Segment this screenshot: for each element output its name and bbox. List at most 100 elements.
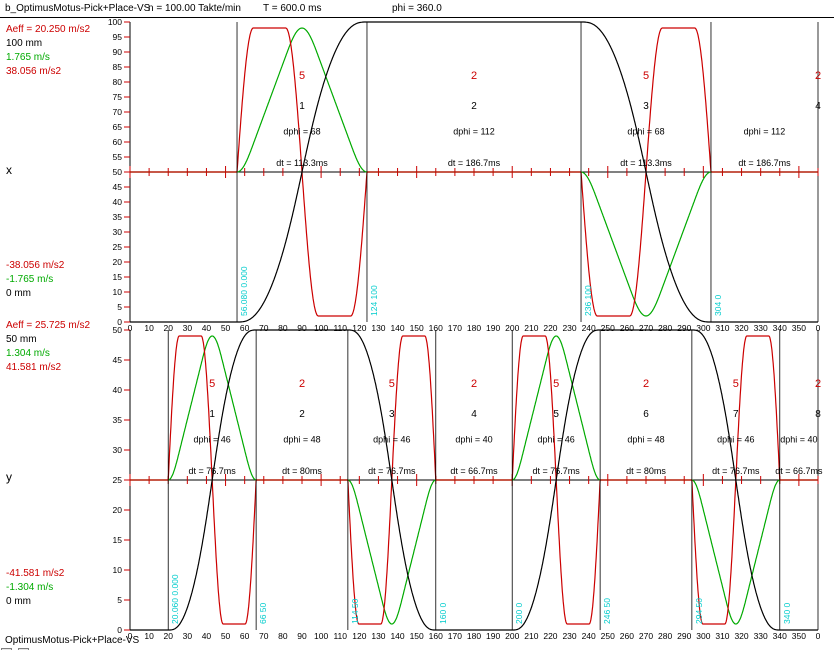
y-tick-label: 95 bbox=[113, 32, 123, 42]
y-tick-label: 40 bbox=[113, 385, 123, 395]
y-tick-label: 10 bbox=[113, 565, 123, 575]
x-tick-label: 280 bbox=[658, 631, 672, 641]
segment-sequence-number: 5 bbox=[553, 409, 559, 420]
segment-type-number: 2 bbox=[643, 378, 649, 390]
segment-type-number: 5 bbox=[389, 378, 395, 390]
segment-sequence-number: 7 bbox=[733, 409, 739, 420]
x-tick-label: 270 bbox=[639, 631, 653, 641]
y-tick-label: 50 bbox=[113, 325, 123, 335]
stat-line: -1.765 m/s bbox=[6, 274, 54, 285]
y-tick-label: 45 bbox=[113, 355, 123, 365]
x-tick-label: 150 bbox=[410, 323, 424, 333]
segment-dt-label: dt = 76.7ms bbox=[712, 466, 760, 476]
x-tick-label: 190 bbox=[486, 323, 500, 333]
x-tick-label: 240 bbox=[582, 323, 596, 333]
phi-marker-label: 246 50 bbox=[602, 598, 612, 624]
stat-line: -1.304 m/s bbox=[6, 582, 54, 593]
x-tick-label: 260 bbox=[620, 631, 634, 641]
segment-type-number: 2 bbox=[471, 378, 477, 390]
x-tick-label: 90 bbox=[297, 323, 307, 333]
segment-sequence-number: 3 bbox=[643, 101, 649, 112]
x-tick-label: 220 bbox=[543, 631, 557, 641]
x-tick-label: 210 bbox=[524, 323, 538, 333]
x-tick-label: 10 bbox=[144, 631, 154, 641]
x-tick-label: 70 bbox=[259, 631, 269, 641]
segment-dphi-label: dphi = 48 bbox=[283, 435, 320, 445]
y-tick-label: 85 bbox=[113, 62, 123, 72]
segment-type-number: 2 bbox=[815, 70, 821, 82]
phi-marker-label: 200 0 bbox=[514, 602, 524, 624]
segment-dphi-label: dphi = 40 bbox=[455, 435, 492, 445]
segment-dphi-label: dphi = 68 bbox=[627, 127, 664, 137]
x-tick-label: 100 bbox=[314, 631, 328, 641]
segment-type-number: 2 bbox=[815, 378, 821, 390]
phi-range-label: phi = 360.0 bbox=[392, 3, 442, 14]
phi-marker-label: 20.060 0.000 bbox=[170, 574, 180, 624]
segment-sequence-number: 1 bbox=[209, 409, 215, 420]
scrollbar-right-button[interactable] bbox=[18, 648, 30, 650]
phi-marker-label: 340 0 bbox=[782, 602, 792, 624]
x-tick-label: 260 bbox=[620, 323, 634, 333]
x-tick-label: 80 bbox=[278, 631, 288, 641]
x-tick-label: 30 bbox=[183, 631, 193, 641]
x-tick-label: 100 bbox=[314, 323, 328, 333]
segment-type-number: 5 bbox=[299, 70, 305, 82]
x-tick-label: 320 bbox=[734, 323, 748, 333]
x-tick-label: 120 bbox=[352, 631, 366, 641]
stat-line: -38.056 m/s2 bbox=[6, 260, 65, 271]
segment-sequence-number: 1 bbox=[299, 101, 305, 112]
y-tick-label: 30 bbox=[113, 227, 123, 237]
x-tick-label: 320 bbox=[734, 631, 748, 641]
x-tick-label: 330 bbox=[754, 631, 768, 641]
x-tick-label: 340 bbox=[773, 323, 787, 333]
y-tick-label: 5 bbox=[117, 595, 122, 605]
y-tick-label: 65 bbox=[113, 122, 123, 132]
phi-marker-label: 236 100 bbox=[583, 285, 593, 316]
phi-marker-label: 56.080 0.000 bbox=[239, 266, 249, 316]
x-tick-label: 110 bbox=[333, 323, 347, 333]
y-tick-label: 90 bbox=[113, 47, 123, 57]
x-tick-label: 30 bbox=[183, 323, 193, 333]
x-tick-label: 160 bbox=[429, 323, 443, 333]
segment-dt-label: dt = 76.7ms bbox=[533, 466, 581, 476]
y-tick-label: 0 bbox=[117, 625, 122, 635]
stats-bottom-y: -41.581 m/s2 -1.304 m/s 0 mm bbox=[6, 567, 64, 609]
stats-bottom-x: -38.056 m/s2 -1.765 m/s 0 mm bbox=[6, 259, 64, 301]
y-tick-label: 30 bbox=[113, 445, 123, 455]
x-tick-label: 140 bbox=[390, 631, 404, 641]
x-tick-label: 210 bbox=[524, 631, 538, 641]
segment-sequence-number: 4 bbox=[815, 101, 821, 112]
segment-dphi-label: dphi = 68 bbox=[283, 127, 320, 137]
segment-dphi-label: dphi = 46 bbox=[373, 435, 410, 445]
cycle-rate-label: n = 100.00 Takte/min bbox=[148, 3, 241, 14]
document-title: b_OptimusMotus-Pick+Place-VS bbox=[5, 3, 151, 14]
x-tick-label: 50 bbox=[221, 631, 231, 641]
segment-dphi-label: dphi = 46 bbox=[717, 435, 754, 445]
x-tick-label: 0 bbox=[816, 631, 821, 641]
y-tick-label: 25 bbox=[113, 242, 123, 252]
y-tick-label: 80 bbox=[113, 77, 123, 87]
footer-title: OptimusMotus-Pick+Place-VS bbox=[5, 635, 140, 646]
segment-dphi-label: dphi = 112 bbox=[744, 127, 786, 137]
segment-type-number: 2 bbox=[299, 378, 305, 390]
segment-dphi-label: dphi = 48 bbox=[627, 435, 664, 445]
x-tick-label: 290 bbox=[677, 323, 691, 333]
y-tick-label: 50 bbox=[113, 167, 123, 177]
segment-dt-label: dt = 186.7ms bbox=[738, 158, 791, 168]
scrollbar-left-button[interactable] bbox=[1, 648, 12, 650]
phi-marker-label: 304 0 bbox=[713, 294, 723, 316]
segment-type-number: 5 bbox=[209, 378, 215, 390]
segment-dphi-label: dphi = 46 bbox=[194, 435, 231, 445]
y-tick-label: 20 bbox=[113, 257, 123, 267]
x-tick-label: 50 bbox=[221, 323, 231, 333]
position-curve bbox=[130, 329, 818, 631]
segment-type-number: 5 bbox=[733, 378, 739, 390]
y-tick-label: 15 bbox=[113, 272, 123, 282]
segment-type-number: 5 bbox=[553, 378, 559, 390]
x-tick-label: 250 bbox=[601, 631, 615, 641]
y-tick-label: 5 bbox=[117, 302, 122, 312]
stat-line: 41.581 m/s2 bbox=[6, 362, 62, 373]
axis-letter-y: y bbox=[6, 470, 12, 484]
phi-marker-label: 124 100 bbox=[369, 285, 379, 316]
